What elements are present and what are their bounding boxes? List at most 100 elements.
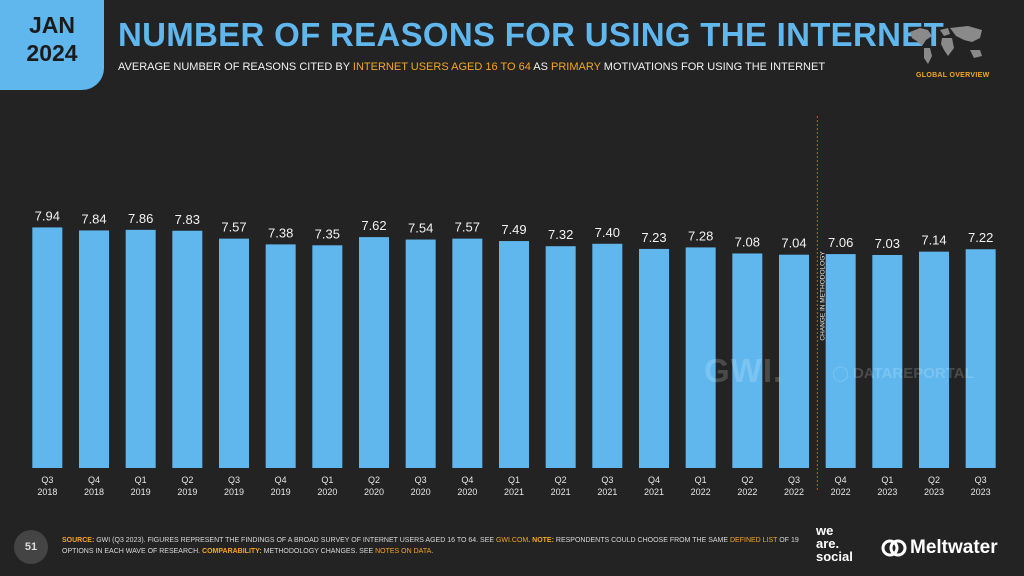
badge-month: JAN xyxy=(28,12,75,38)
tick-year-8: 2020 xyxy=(411,487,431,497)
bar-14 xyxy=(685,247,716,468)
page-title: NUMBER OF REASONS FOR USING THE INTERNET xyxy=(118,16,945,53)
footer-note-link[interactable]: DEFINED LIST xyxy=(730,537,778,544)
footer-source-text: GWI (Q3 2023). FIGURES REPRESENT THE FIN… xyxy=(94,537,496,544)
world-map-icon xyxy=(910,26,982,64)
bar-value-label-10: 7.49 xyxy=(501,222,526,237)
we-are-social-logo: we are. social xyxy=(816,524,853,563)
bar-13 xyxy=(639,248,669,468)
tick-quarter-12: Q3 xyxy=(601,475,613,485)
tick-quarter-4: Q3 xyxy=(228,475,240,485)
bar-6 xyxy=(312,245,343,468)
footer-note-text: RESPONDENTS COULD CHOOSE FROM THE SAME xyxy=(553,537,730,544)
bar-11 xyxy=(545,246,576,468)
tick-quarter-0: Q3 xyxy=(41,475,53,485)
date-badge: JAN 2024 xyxy=(0,0,104,90)
bar-7 xyxy=(359,237,389,468)
footer-end: . xyxy=(431,548,434,555)
bar-value-label-14: 7.28 xyxy=(688,228,713,243)
tick-quarter-13: Q4 xyxy=(648,475,660,485)
bar-5 xyxy=(265,244,296,468)
page-subtitle: AVERAGE NUMBER OF REASONS CITED BY INTER… xyxy=(118,61,825,73)
tick-quarter-1: Q4 xyxy=(88,475,100,485)
tick-year-1: 2018 xyxy=(84,487,104,497)
tick-quarter-11: Q2 xyxy=(555,475,567,485)
bar-value-label-15: 7.08 xyxy=(735,234,760,249)
tick-quarter-8: Q3 xyxy=(415,475,427,485)
bar-value-label-11: 7.32 xyxy=(548,227,573,242)
tick-quarter-15: Q2 xyxy=(741,475,753,485)
page-number: 51 xyxy=(14,530,48,564)
bar-3 xyxy=(172,230,203,468)
bar-value-label-19: 7.14 xyxy=(921,233,946,248)
bar-12 xyxy=(592,243,623,468)
tick-quarter-3: Q2 xyxy=(181,475,193,485)
footer-note-key: . NOTE: xyxy=(528,537,554,544)
bar-15 xyxy=(732,253,763,468)
footer-comparability-key: COMPARABILITY: xyxy=(202,548,262,555)
footer-source-key: SOURCE: xyxy=(62,537,95,544)
tick-year-20: 2023 xyxy=(971,487,991,497)
bar-value-label-0: 7.94 xyxy=(35,208,60,223)
subtitle-highlight-2: PRIMARY xyxy=(551,61,601,73)
bar-value-label-12: 7.40 xyxy=(595,225,620,240)
bar-value-label-13: 7.23 xyxy=(641,230,666,245)
bar-value-label-5: 7.38 xyxy=(268,225,293,240)
tick-quarter-9: Q4 xyxy=(461,475,473,485)
bar-18 xyxy=(872,254,903,468)
logo-we: we xyxy=(816,523,834,538)
tick-year-10: 2021 xyxy=(504,487,524,497)
tick-year-7: 2020 xyxy=(364,487,384,497)
tick-year-15: 2022 xyxy=(737,487,757,497)
datareportal-watermark: ◯ DATAREPORTAL xyxy=(832,364,974,382)
tick-year-13: 2021 xyxy=(644,487,664,497)
bar-4 xyxy=(219,238,249,468)
tick-year-12: 2021 xyxy=(597,487,617,497)
footer-comparability-text: METHODOLOGY CHANGES. SEE xyxy=(261,548,376,555)
bar-value-label-3: 7.83 xyxy=(175,212,200,227)
subtitle-text-1: AVERAGE NUMBER OF REASONS CITED BY xyxy=(118,61,353,73)
bar-value-label-6: 7.35 xyxy=(315,226,340,241)
bar-10 xyxy=(499,241,529,468)
tick-quarter-18: Q1 xyxy=(881,475,893,485)
bar-value-label-1: 7.84 xyxy=(81,211,106,226)
footer-source-link[interactable]: GWI.COM xyxy=(495,537,529,544)
tick-quarter-2: Q1 xyxy=(135,475,147,485)
bar-19 xyxy=(919,251,949,468)
bar-value-label-20: 7.22 xyxy=(968,230,993,245)
tick-year-16: 2022 xyxy=(784,487,804,497)
tick-year-0: 2018 xyxy=(37,487,57,497)
datareportal-icon: ◯ xyxy=(832,365,853,382)
tick-quarter-5: Q4 xyxy=(275,475,287,485)
bar-2 xyxy=(125,229,156,468)
tick-quarter-14: Q1 xyxy=(695,475,707,485)
footer-source-note: SOURCE: GWI (Q3 2023). FIGURES REPRESENT… xyxy=(62,535,802,557)
bar-9 xyxy=(452,238,483,468)
bar-8 xyxy=(405,239,436,468)
meltwater-text: Meltwater xyxy=(910,537,998,558)
tick-year-3: 2019 xyxy=(177,487,197,497)
global-overview-label: GLOBAL OVERVIEW xyxy=(916,72,990,79)
datareportal-text: DATAREPORTAL xyxy=(852,365,974,382)
bar-value-label-18: 7.03 xyxy=(875,236,900,251)
bar-value-label-16: 7.04 xyxy=(781,236,806,251)
tick-quarter-10: Q1 xyxy=(508,475,520,485)
bar-0 xyxy=(32,227,63,468)
methodology-annotation: CHANGE IN METHODOLOGY xyxy=(819,251,826,341)
footer-notes-link[interactable]: NOTES ON DATA xyxy=(375,548,432,555)
bar-20 xyxy=(965,249,996,468)
bar-17 xyxy=(825,254,856,468)
tick-year-14: 2022 xyxy=(691,487,711,497)
bar-16 xyxy=(779,254,809,468)
meltwater-icon xyxy=(881,539,907,557)
subtitle-highlight-1: INTERNET USERS AGED 16 TO 64 xyxy=(352,61,531,73)
tick-year-5: 2019 xyxy=(271,487,291,497)
tick-quarter-6: Q1 xyxy=(321,475,333,485)
bar-value-label-2: 7.86 xyxy=(128,211,153,226)
subtitle-text-3: MOTIVATIONS FOR USING THE INTERNET xyxy=(600,61,826,73)
tick-year-18: 2023 xyxy=(877,487,897,497)
footer-note-text-2: OF 19 OPTIONS IN EACH WAVE OF RESEARCH. xyxy=(62,537,799,555)
tick-year-2: 2019 xyxy=(131,487,151,497)
badge-year: 2024 xyxy=(26,40,78,66)
tick-quarter-7: Q2 xyxy=(368,475,380,485)
